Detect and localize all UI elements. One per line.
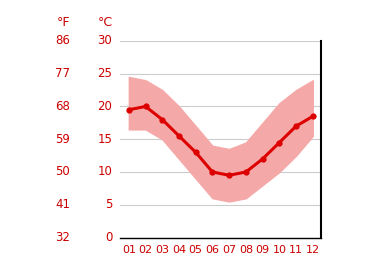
Text: 59: 59 <box>55 133 70 146</box>
Text: 77: 77 <box>55 67 70 80</box>
Text: 41: 41 <box>55 198 70 211</box>
Text: 32: 32 <box>55 231 70 244</box>
Text: 86: 86 <box>55 34 70 48</box>
Text: 5: 5 <box>105 198 112 211</box>
Text: 25: 25 <box>97 67 112 80</box>
Text: °F: °F <box>57 16 70 29</box>
Text: °C: °C <box>97 16 112 29</box>
Text: 50: 50 <box>55 165 70 179</box>
Text: 0: 0 <box>105 231 112 244</box>
Text: 68: 68 <box>55 100 70 113</box>
Text: 15: 15 <box>97 133 112 146</box>
Text: 10: 10 <box>97 165 112 179</box>
Text: 30: 30 <box>98 34 112 48</box>
Text: 20: 20 <box>97 100 112 113</box>
